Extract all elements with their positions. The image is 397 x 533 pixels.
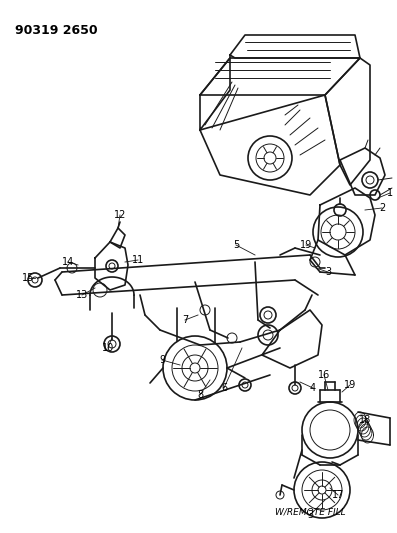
- Text: 10: 10: [102, 343, 114, 353]
- Text: 7: 7: [182, 315, 188, 325]
- Text: 19: 19: [344, 380, 356, 390]
- Text: 2: 2: [379, 203, 385, 213]
- Text: W/REMOTE FILL: W/REMOTE FILL: [275, 507, 345, 516]
- Text: 18: 18: [359, 415, 371, 425]
- Text: 1: 1: [387, 188, 393, 198]
- Text: 17: 17: [332, 490, 344, 500]
- Text: 13: 13: [76, 290, 88, 300]
- Text: 3: 3: [307, 510, 313, 520]
- Text: 19: 19: [300, 240, 312, 250]
- Text: 16: 16: [318, 370, 330, 380]
- Text: 8: 8: [197, 390, 203, 400]
- Text: 6: 6: [221, 383, 227, 393]
- Text: 9: 9: [159, 355, 165, 365]
- Text: 5: 5: [233, 240, 239, 250]
- Text: 11: 11: [132, 255, 144, 265]
- Text: 3: 3: [325, 267, 331, 277]
- Text: 14: 14: [62, 257, 74, 267]
- Text: 15: 15: [22, 273, 34, 283]
- Text: 90319 2650: 90319 2650: [15, 23, 98, 36]
- Text: 12: 12: [114, 210, 126, 220]
- Text: 4: 4: [310, 383, 316, 393]
